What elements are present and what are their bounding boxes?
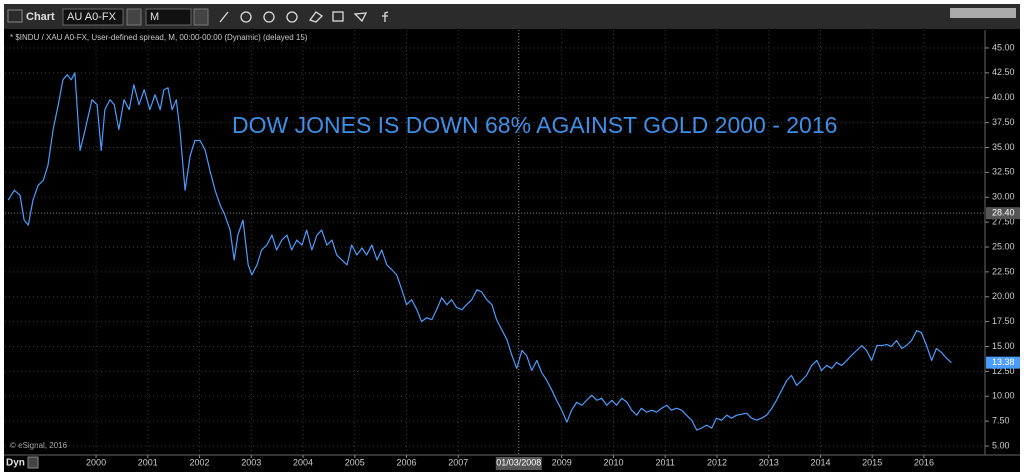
y-tick-label: 20.00 xyxy=(992,291,1015,301)
x-tick-label: 2001 xyxy=(138,457,158,467)
x-tick-label: 2009 xyxy=(552,457,572,467)
x-tick-label: 2004 xyxy=(293,457,313,467)
last-value-box xyxy=(986,356,1020,369)
y-tick-label: 30.00 xyxy=(992,192,1015,202)
data-line xyxy=(7,72,952,431)
y-tick-label: 12.50 xyxy=(992,366,1015,376)
tool-eraser[interactable] xyxy=(308,11,324,23)
y-tick-label: 45.00 xyxy=(992,42,1015,52)
toolbar-tools[interactable] xyxy=(219,11,389,23)
chart-background xyxy=(4,4,1020,472)
chart-subtitle: * $INDU / XAU A0-FX, User-defined spread… xyxy=(10,33,308,42)
y-tick-label: 27.50 xyxy=(992,216,1015,226)
toolbar-icon xyxy=(7,9,23,23)
y-tick-label: 40.00 xyxy=(992,92,1015,102)
y-tick-label: 10.00 xyxy=(992,391,1015,401)
y-tick-label: 22.50 xyxy=(992,266,1015,276)
x-tick-label: 2014 xyxy=(810,457,830,467)
x-tick-label: 2013 xyxy=(759,457,779,467)
x-tick-label: 2015 xyxy=(862,457,882,467)
tool-facebook[interactable] xyxy=(382,11,389,22)
annotation: DOW JONES IS DOWN 68% AGAINST GOLD 2000 … xyxy=(232,112,837,138)
crosshair-x-box xyxy=(495,457,542,470)
toolbar-button[interactable] xyxy=(193,8,209,26)
tool-twitter[interactable] xyxy=(353,12,368,23)
interval[interactable]: M xyxy=(150,11,159,23)
x-tick-label: 2003 xyxy=(241,457,261,467)
symbol-box[interactable] xyxy=(62,8,124,26)
crosshair-y-box xyxy=(986,207,1020,220)
tool-pen[interactable] xyxy=(219,11,229,23)
y-tick-label: 15.00 xyxy=(992,341,1015,351)
x-tick-label: 2010 xyxy=(603,457,623,467)
x-tick-label: 2012 xyxy=(707,457,727,467)
x-tick-label: 2002 xyxy=(190,457,210,467)
y-tick-label: 5.00 xyxy=(992,440,1010,450)
symbol[interactable]: AU A0-FX xyxy=(67,11,117,23)
last-value-label: 13.38 xyxy=(992,357,1015,367)
x-tick-label: 2007 xyxy=(448,457,468,467)
toolbar-title: Chart xyxy=(26,11,55,23)
tool[interactable] xyxy=(286,11,298,23)
y-tick-label: 35.00 xyxy=(992,142,1015,152)
toolbar-button[interactable] xyxy=(126,8,142,26)
x-tick-label: 2011 xyxy=(656,457,675,467)
window-buttons[interactable] xyxy=(950,8,1016,18)
y-tick-label: 25.00 xyxy=(992,241,1015,251)
copyright: © eSignal, 2016 xyxy=(10,441,68,450)
y-tick-label: 17.50 xyxy=(992,316,1015,326)
corner-label: Dyn xyxy=(6,458,25,469)
crosshair-x-label: 01/03/2008 xyxy=(496,457,541,467)
y-tick-label: 7.50 xyxy=(992,416,1010,426)
tool[interactable] xyxy=(263,11,275,23)
corner-button[interactable] xyxy=(27,456,39,469)
y-tick-label: 37.50 xyxy=(992,117,1015,127)
tool-note[interactable] xyxy=(332,11,344,22)
tool[interactable] xyxy=(240,11,252,23)
x-tick-label: 2000 xyxy=(86,457,106,467)
y-tick-label: 32.50 xyxy=(992,167,1015,177)
interval-box[interactable] xyxy=(145,8,192,26)
x-tick-label: 2016 xyxy=(914,457,934,467)
x-tick-label: 2005 xyxy=(345,457,365,467)
y-tick-label: 42.50 xyxy=(992,67,1015,77)
x-tick-label: 2006 xyxy=(397,457,417,467)
crosshair-y-label: 28.40 xyxy=(992,208,1015,218)
